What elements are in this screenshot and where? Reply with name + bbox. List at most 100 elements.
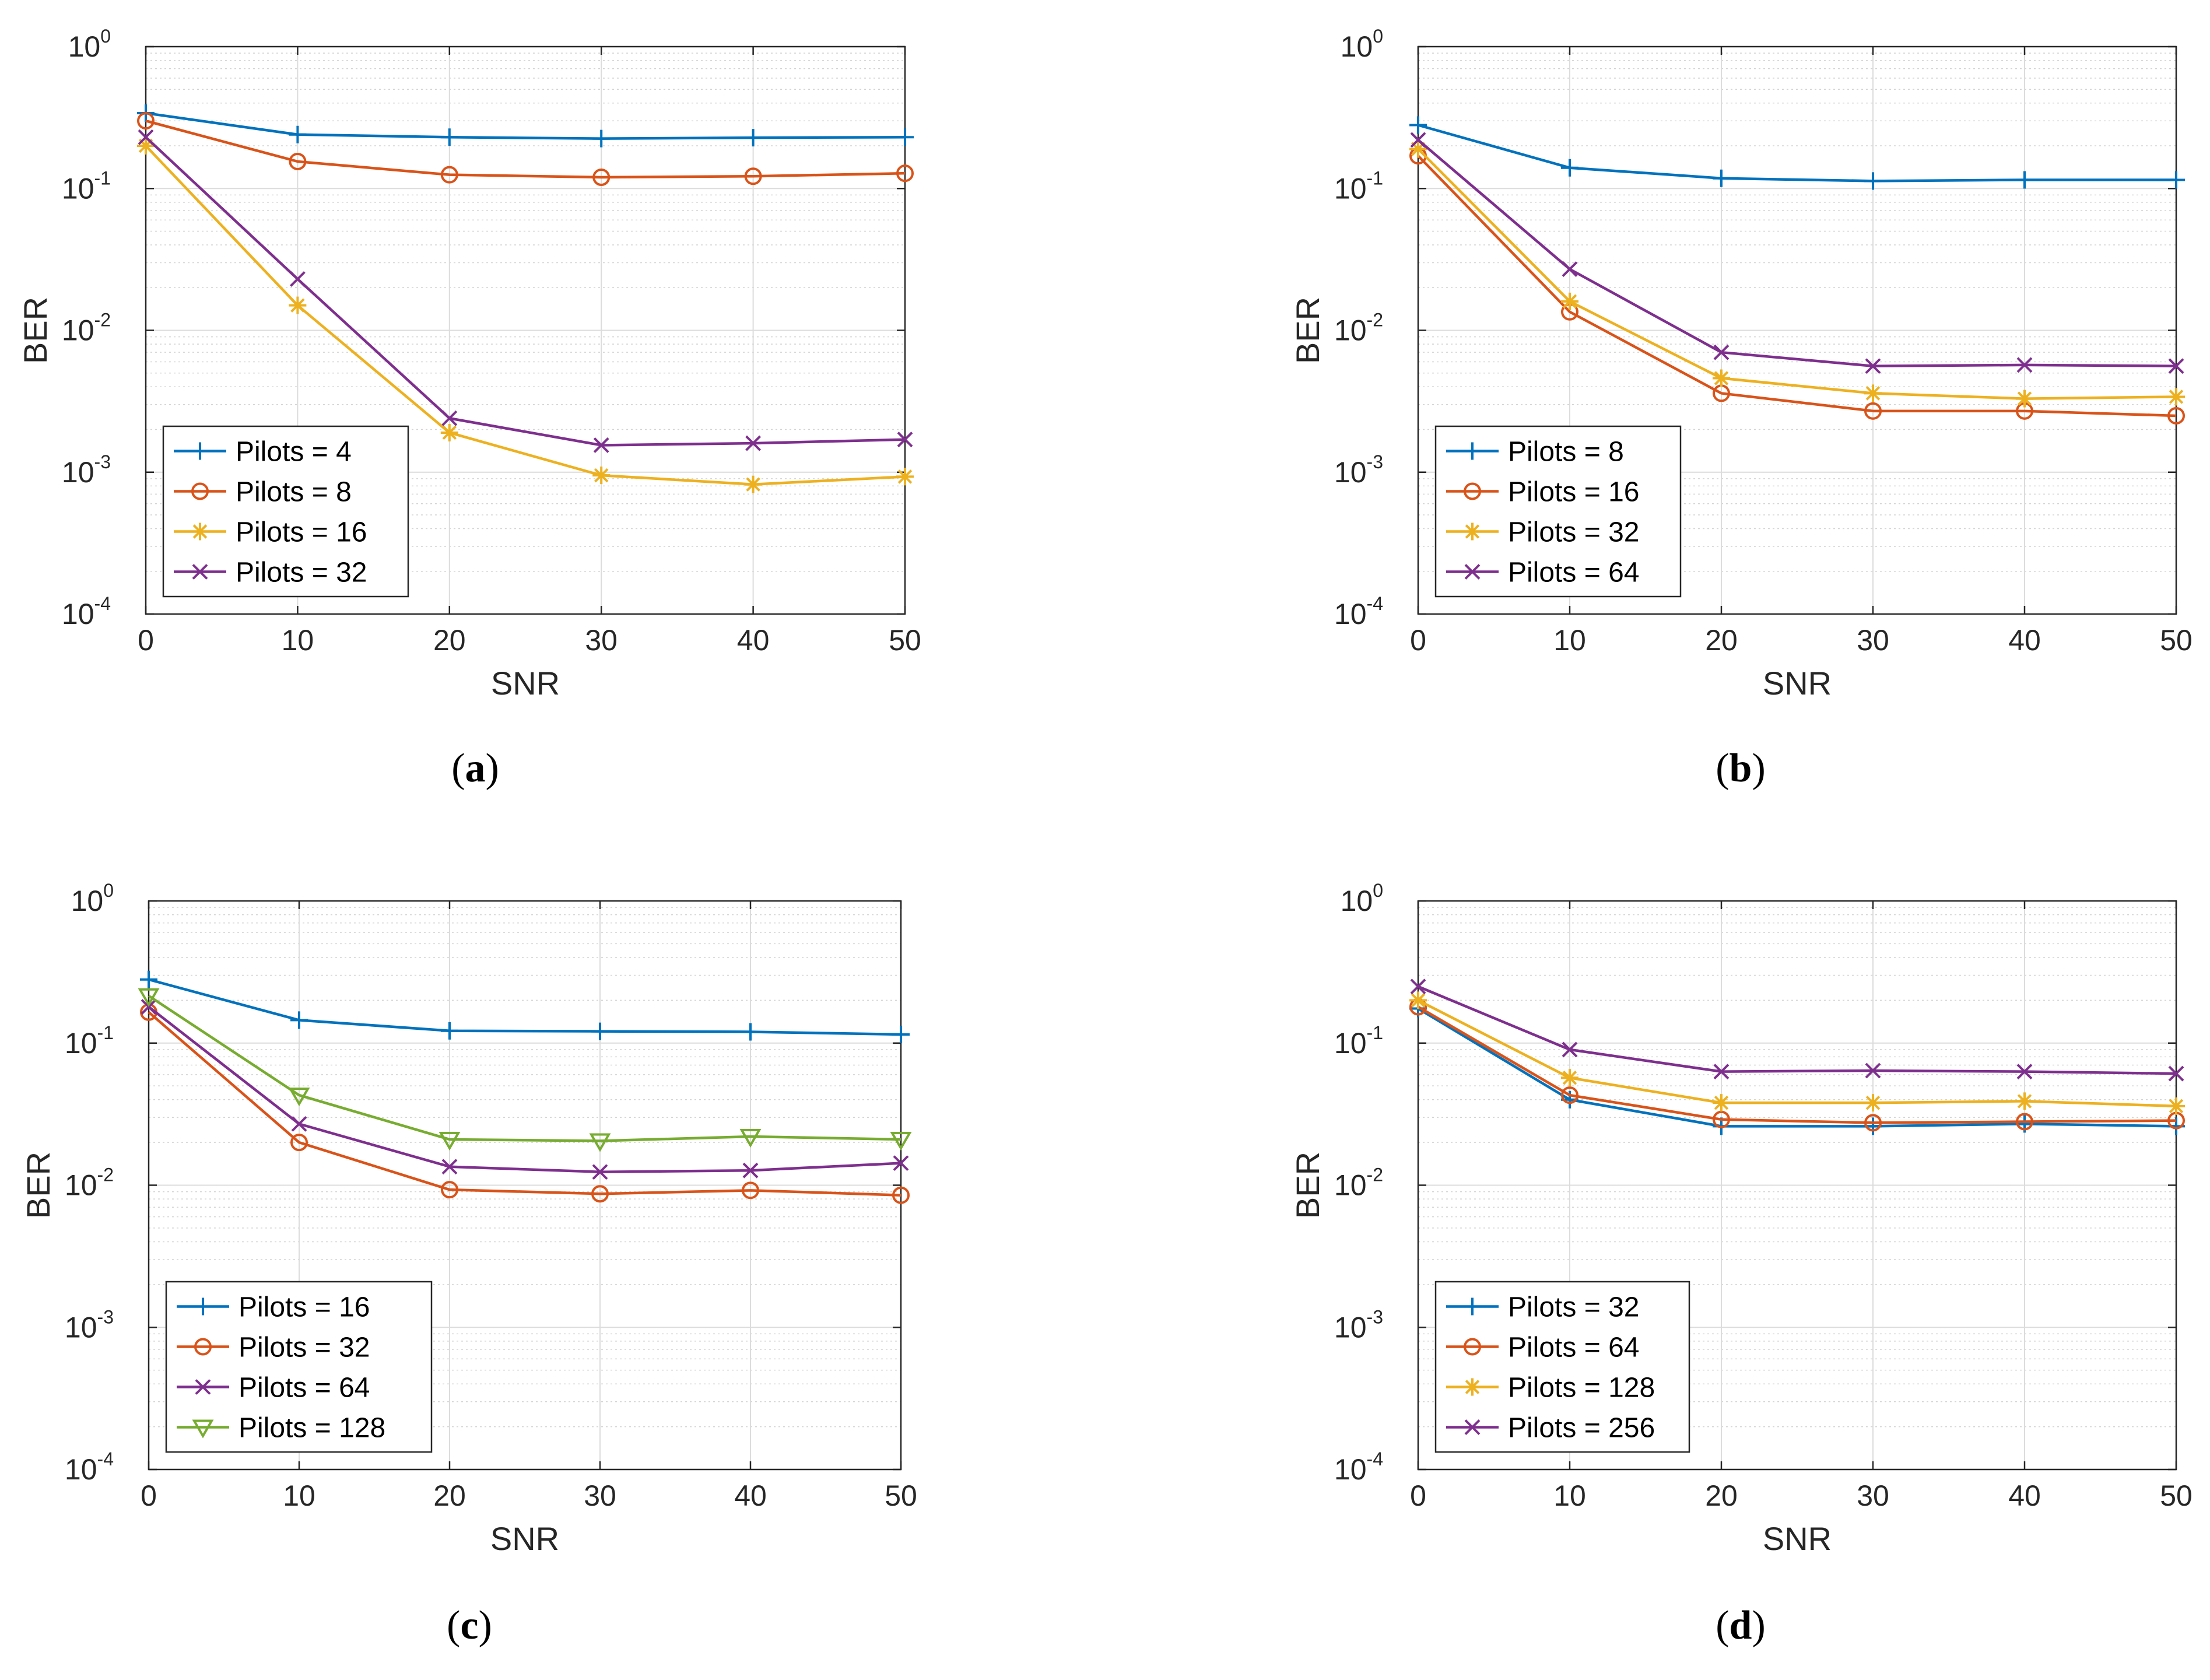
y-tick-base: 10	[1334, 1169, 1367, 1202]
series-line	[1418, 124, 2176, 183]
data-point	[896, 128, 914, 146]
x-tick-label: 40	[734, 1479, 767, 1512]
data-point	[739, 1129, 762, 1148]
caption-paren: (	[1716, 1603, 1729, 1648]
y-tick-label: 10-3	[62, 451, 111, 489]
legend-marker	[1464, 1419, 1481, 1435]
y-axis-label: BER	[20, 1152, 57, 1219]
y-tick-exponent: -2	[94, 310, 111, 331]
x-tick-label: 30	[1857, 1479, 1889, 1512]
data-point	[289, 125, 307, 143]
y-tick-base: 10	[1341, 30, 1373, 63]
data-point	[893, 1155, 909, 1172]
legend-label: Pilots = 32	[236, 557, 367, 588]
series-3	[137, 137, 914, 493]
data-point	[2168, 358, 2184, 374]
series-line	[148, 1011, 901, 1197]
data-point	[591, 1022, 609, 1040]
y-tick-base: 10	[62, 456, 94, 489]
y-tick-label: 10-1	[62, 167, 111, 205]
x-tick-label: 40	[2008, 624, 2041, 657]
y-tick-base: 10	[65, 1169, 97, 1202]
data-point	[441, 410, 458, 426]
legend-marker	[1464, 1297, 1481, 1316]
caption-paren: (	[447, 1603, 460, 1648]
y-tick-label: 100	[68, 26, 111, 63]
caption-paren: (	[451, 746, 465, 791]
y-tick-exponent: -1	[97, 1022, 114, 1043]
legend-label: Pilots = 32	[1508, 1292, 1639, 1323]
series-line	[1417, 139, 2177, 368]
y-tick-base: 10	[1334, 1453, 1367, 1486]
caption-paren: )	[486, 746, 499, 791]
y-tick-base: 10	[65, 1453, 97, 1486]
y-tick-exponent: -1	[94, 167, 111, 188]
y-tick-exponent: -2	[1367, 1165, 1383, 1186]
series-line	[1417, 999, 2177, 1108]
series-4	[1410, 978, 2184, 1082]
y-tick-label: 10-1	[1334, 167, 1383, 205]
data-point	[2167, 171, 2185, 189]
data-point	[892, 1186, 910, 1204]
data-point	[892, 1025, 910, 1043]
legend-item: Pilots = 8	[1446, 437, 1624, 468]
caption-letter: c	[460, 1603, 478, 1648]
legend-label: Pilots = 4	[236, 437, 352, 468]
data-point	[1561, 159, 1578, 177]
x-tick-label: 50	[885, 1479, 917, 1512]
data-point	[2167, 388, 2185, 406]
data-point	[440, 166, 458, 184]
legend-item: Pilots = 32	[1446, 517, 1639, 548]
x-tick-label: 10	[283, 1479, 315, 1512]
y-tick-exponent: -1	[1367, 1022, 1383, 1043]
legend: Pilots = 4 Pilots = 8 Pilots = 16 Pilots = …	[162, 425, 409, 598]
data-point	[742, 1181, 759, 1200]
legend-label: Pilots = 32	[1508, 517, 1639, 548]
series-line	[1417, 155, 2177, 418]
data-point	[1864, 402, 1882, 420]
data-point	[2016, 390, 2033, 408]
data-point	[592, 467, 611, 485]
y-axis-label: BER	[17, 297, 54, 364]
series-4	[138, 129, 913, 453]
data-point	[289, 296, 307, 314]
series-line	[145, 136, 906, 447]
y-tick-base: 10	[65, 1027, 97, 1060]
caption-paren: )	[1752, 1603, 1765, 1648]
y-tick-exponent: 0	[100, 26, 111, 47]
data-point	[2016, 1064, 2033, 1080]
data-point	[138, 988, 160, 1007]
y-tick-label: 10-4	[1334, 1448, 1383, 1486]
y-tick-base: 10	[1334, 598, 1367, 630]
series-line	[148, 994, 901, 1142]
legend-label: Pilots = 256	[1508, 1413, 1655, 1444]
y-axis-label: BER	[1289, 297, 1326, 364]
chart-panel-a: 0 10 20 30 40 5010010-110-210-310-4SNRBERPilo…	[17, 26, 921, 791]
data-point	[1865, 1062, 1881, 1079]
data-point	[1561, 1086, 1578, 1104]
caption-paren: )	[1752, 746, 1765, 791]
x-tick-label: 50	[2160, 624, 2193, 657]
legend-marker	[194, 1297, 212, 1316]
legend-box	[1434, 1281, 1690, 1453]
legend-marker	[1464, 1378, 1481, 1396]
data-point	[2016, 1113, 2033, 1131]
data-point	[289, 152, 307, 170]
data-point	[1713, 1094, 1730, 1112]
data-point	[1561, 292, 1578, 310]
series-line	[148, 1005, 901, 1173]
x-tick-label: 20	[1705, 1479, 1738, 1512]
caption-letter: d	[1730, 1603, 1752, 1648]
legend-marker	[1464, 442, 1481, 460]
data-point	[441, 1159, 458, 1175]
data-point	[291, 1116, 307, 1132]
series-line	[148, 978, 901, 1036]
y-tick-label: 10-2	[62, 310, 111, 347]
data-point	[593, 437, 609, 453]
y-tick-label: 10-3	[1334, 1306, 1383, 1344]
y-tick-exponent: -4	[1367, 1448, 1383, 1469]
series-3	[1409, 140, 2185, 408]
caption-letter: a	[465, 746, 486, 791]
series-line	[1418, 985, 2177, 1075]
x-axis-label: SNR	[491, 665, 560, 702]
